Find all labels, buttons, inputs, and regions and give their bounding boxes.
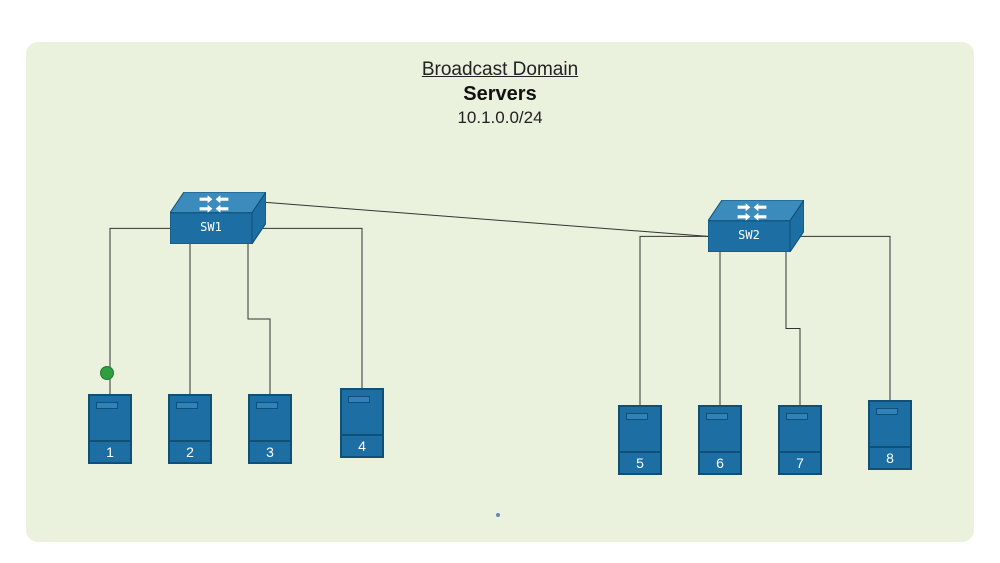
server-s6: 6 (698, 405, 742, 475)
server-label: 2 (170, 444, 210, 460)
server-drive-slot-icon (876, 408, 898, 415)
small-blue-dot (496, 513, 500, 517)
server-label: 6 (700, 455, 740, 471)
server-drive-slot-icon (706, 413, 728, 420)
server-s8: 8 (868, 400, 912, 470)
server-drive-slot-icon (176, 402, 198, 409)
server-s1: 1 (88, 394, 132, 464)
switch-label: SW1 (170, 220, 252, 234)
server-label: 1 (90, 444, 130, 460)
switch-sw1: SW1 (170, 192, 266, 244)
server-label: 5 (620, 455, 660, 471)
diagram-canvas: Broadcast Domain Servers 10.1.0.0/24 SW1… (0, 0, 1000, 563)
server-label: 8 (870, 450, 910, 466)
server-s4: 4 (340, 388, 384, 458)
server-s2: 2 (168, 394, 212, 464)
server-label: 7 (780, 455, 820, 471)
server-label: 4 (342, 438, 382, 454)
green-status-dot (100, 366, 114, 380)
title-block: Broadcast Domain Servers 10.1.0.0/24 (350, 58, 650, 128)
title-line-1: Broadcast Domain (350, 58, 650, 82)
switch-label: SW2 (708, 228, 790, 242)
server-drive-slot-icon (256, 402, 278, 409)
server-drive-slot-icon (96, 402, 118, 409)
server-s3: 3 (248, 394, 292, 464)
title-line-3: 10.1.0.0/24 (350, 107, 650, 128)
server-drive-slot-icon (348, 396, 370, 403)
server-s5: 5 (618, 405, 662, 475)
switch-sw2: SW2 (708, 200, 804, 252)
server-drive-slot-icon (626, 413, 648, 420)
server-label: 3 (250, 444, 290, 460)
server-drive-slot-icon (786, 413, 808, 420)
server-s7: 7 (778, 405, 822, 475)
title-line-2: Servers (350, 82, 650, 107)
